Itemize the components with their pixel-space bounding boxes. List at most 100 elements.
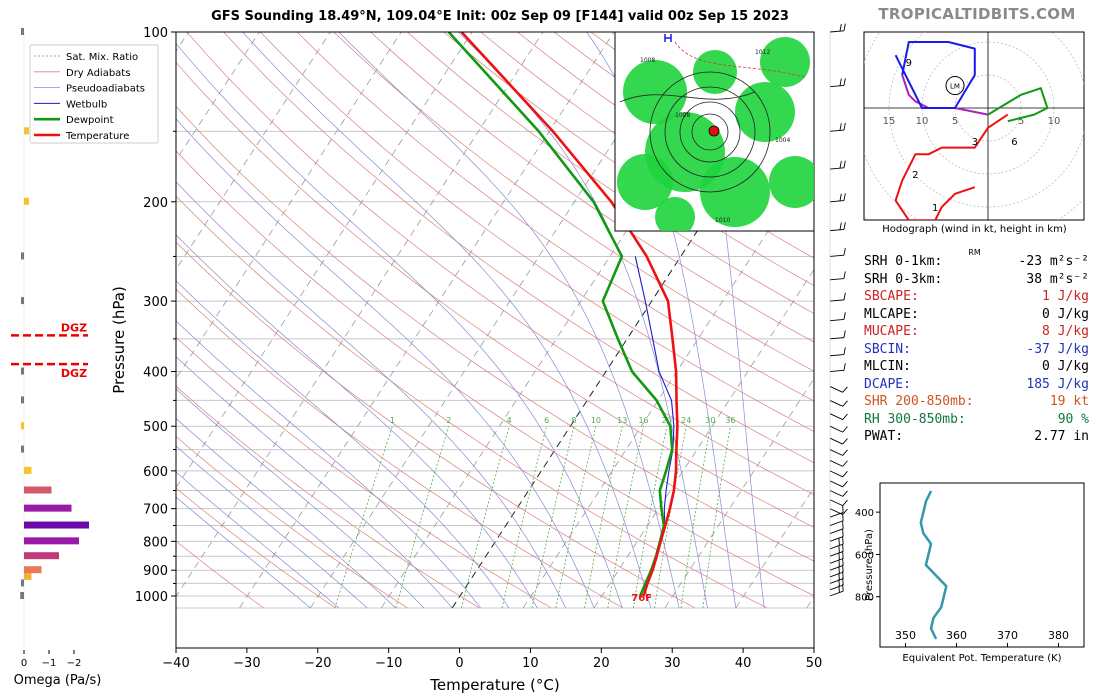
x-tick-label: 30 — [664, 656, 681, 671]
wind-barb-shaft — [829, 508, 843, 515]
pseudoadiabat — [586, 32, 737, 609]
isotherm — [664, 377, 814, 609]
wind-barb-feather — [842, 551, 844, 559]
wind-barb — [829, 513, 844, 526]
mixing-ratio-line — [607, 426, 644, 609]
pseudoadiabat — [176, 43, 623, 609]
range-ring-label: 10 — [916, 116, 929, 127]
stat-row: RH 300-850mb: 90 % — [864, 411, 1089, 429]
dry-adiabat — [370, 32, 814, 343]
omega-tick-label: −2 — [67, 658, 82, 669]
wind-barb-feather — [842, 490, 848, 497]
wind-barb-feather — [842, 438, 848, 445]
omega-tick-label: 0 — [21, 658, 27, 669]
sounding-stats-panel: RM SRH 0-1km: -23 m²s⁻² SRH 0-3km: 38 m²s⁻²… — [864, 248, 1089, 446]
mixing-ratio-label: 10 — [591, 416, 601, 425]
pseudoadiabat — [176, 280, 510, 609]
wind-barb-shaft — [829, 413, 843, 420]
isotherm — [735, 486, 814, 609]
wind-barb-feather — [843, 292, 846, 300]
skew-plot-area: 1 2 4 6 8 10 13 16 20 24 30 36 — [176, 32, 814, 609]
precip-area — [617, 154, 673, 210]
x-tick-label: 40 — [735, 656, 752, 671]
y-tick-label: 100 — [143, 26, 168, 41]
storm-motion-marker — [945, 76, 965, 96]
wind-barb-feather — [842, 505, 844, 513]
legend-entry: Temperature — [65, 131, 129, 142]
map-pressure-label: 1008 — [640, 57, 655, 64]
pseudoadiabat — [176, 320, 481, 609]
stat-row: MLCIN: 0 J/kg — [864, 358, 1089, 376]
pseudoadiabat — [176, 471, 340, 609]
stat-value: 1 J/kg — [1042, 289, 1089, 304]
theta-e-x-tick-label: 380 — [1048, 629, 1069, 642]
omega-bar — [24, 466, 32, 474]
omega-bar — [24, 552, 59, 560]
range-ring-label: 5 — [1018, 116, 1024, 127]
dry-adiabat — [176, 385, 480, 609]
wind-barb-feather — [842, 471, 848, 478]
wind-barb — [829, 529, 844, 542]
stat-row: SRH 0-3km: 38 m²s⁻² — [864, 271, 1089, 289]
omega-bar — [21, 422, 24, 430]
mixing-ratio-label: 1 — [390, 416, 395, 425]
stat-value: 8 J/kg — [1042, 324, 1089, 339]
dry-adiabat — [260, 32, 814, 432]
wind-barb-feather — [839, 78, 842, 86]
mixing-ratio-label: 36 — [725, 416, 735, 425]
mixing-ratio-label: 8 — [572, 416, 577, 425]
wind-barb-shaft — [829, 536, 844, 542]
legend-entry: Pseudoadiabats — [66, 84, 145, 95]
omega-bar — [21, 28, 24, 35]
stat-label: PWAT: — [864, 429, 904, 444]
wind-barb — [829, 23, 846, 33]
dry-adiabat — [176, 241, 696, 609]
wind-barb-feather — [838, 566, 840, 574]
hodo-segment-4 — [894, 41, 976, 109]
isobar — [649, 71, 771, 193]
precip-area — [760, 37, 810, 87]
wind-barb-shaft — [829, 571, 844, 578]
dry-adiabat — [176, 61, 814, 528]
map-pressure-label: 1012 — [755, 49, 770, 56]
stat-label: SRH 0-1km: — [864, 254, 943, 269]
synoptic-map-inset: 1012 1008 1004 1010 1008 — [614, 31, 815, 232]
wind-barb-shaft — [829, 543, 844, 550]
isotherm — [380, 32, 757, 609]
mixing-ratio-line — [555, 426, 597, 609]
wind-barb-shaft — [829, 167, 844, 170]
omega-axis-label: Omega (Pa/s) — [13, 673, 102, 688]
wind-barb-feather — [838, 545, 840, 553]
hodo-segment-3 — [901, 74, 989, 116]
omega-bar — [24, 521, 89, 529]
omega-tick-label: −1 — [42, 658, 57, 669]
wind-barb — [829, 271, 846, 281]
wind-barb-shaft — [829, 528, 844, 534]
wind-barb-feather — [843, 193, 846, 201]
mixing-ratio-line — [501, 426, 547, 609]
map-pressure-label: 1008 — [675, 112, 690, 119]
wind-barb — [829, 247, 846, 257]
y-tick-label: 800 — [143, 535, 168, 550]
wind-barb-shaft — [829, 129, 844, 132]
wind-barb-shaft — [829, 590, 844, 597]
stat-value: 90 % — [1057, 411, 1089, 427]
pseudoadiabat — [176, 388, 425, 609]
theta-e-y-label: Pressure (hPa) — [864, 529, 875, 601]
stat-row: MUCAPE: 8 J/kg — [864, 323, 1089, 341]
mixing-ratio-label: 6 — [544, 416, 549, 425]
wind-barb-feather — [843, 247, 846, 256]
wind-barb-shaft — [829, 386, 843, 393]
x-tick-label: −40 — [162, 656, 189, 671]
wind-barb-shaft — [829, 337, 844, 340]
range-ring-label: 15 — [883, 116, 896, 127]
y-tick-label: 500 — [143, 420, 168, 435]
omega-bar — [21, 297, 24, 305]
stat-row: MLCAPE: 0 J/kg — [864, 306, 1089, 324]
wind-barb-feather — [842, 558, 844, 566]
wind-barb-feather — [838, 559, 840, 567]
wind-barb-shaft — [829, 228, 844, 232]
wind-barb-feather — [842, 513, 844, 521]
wind-barb — [829, 425, 848, 433]
wind-barb — [829, 490, 848, 497]
